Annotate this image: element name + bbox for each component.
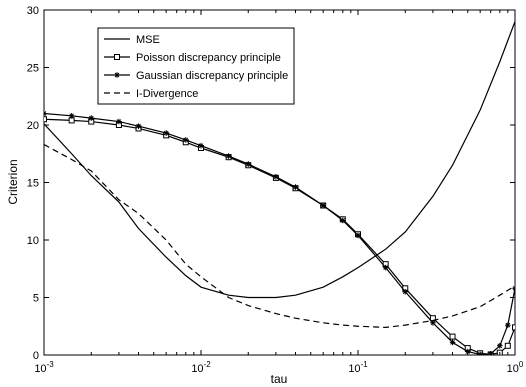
x-tick-label: 100	[507, 360, 524, 375]
data-point	[198, 142, 204, 149]
legend-box	[97, 27, 295, 105]
legend-marker	[114, 72, 120, 78]
data-point	[116, 118, 122, 125]
data-point	[182, 137, 189, 143]
legend: MSE Poisson discrepancy principle Gaussian…	[97, 27, 295, 105]
data-point	[163, 130, 169, 136]
data-point	[88, 115, 95, 121]
data-point	[382, 264, 389, 271]
x-tick-label: 10-2	[191, 360, 211, 375]
data-point	[512, 324, 515, 331]
series-line	[44, 21, 515, 299]
data-point	[44, 116, 47, 123]
data-point	[135, 123, 142, 129]
data-point	[225, 153, 232, 159]
y-tick-label: 25	[27, 63, 39, 75]
data-point	[292, 184, 299, 190]
data-point	[430, 320, 436, 326]
legend-label: I-Divergence	[136, 88, 198, 100]
data-point	[464, 348, 471, 355]
data-point	[245, 161, 252, 167]
data-point	[320, 202, 326, 209]
y-tick-label: 30	[27, 5, 39, 17]
data-point	[449, 339, 456, 346]
y-tick-label: 5	[33, 293, 39, 305]
data-point	[68, 113, 75, 119]
data-point	[505, 322, 511, 328]
data-point	[496, 343, 503, 349]
y-axis-label: Criterion	[6, 159, 20, 204]
x-tick-label: 10-1	[348, 360, 368, 375]
legend-label: Poisson discrepancy principle	[136, 52, 281, 64]
series-line	[44, 144, 515, 329]
series-0	[44, 21, 515, 299]
data-point	[512, 285, 515, 292]
x-axis-label: tau	[271, 372, 288, 386]
series-3	[44, 144, 515, 329]
y-tick-label: 15	[27, 178, 39, 190]
y-tick-label: 20	[27, 120, 39, 132]
data-point	[339, 217, 346, 224]
data-point	[68, 117, 75, 124]
legend-marker	[114, 54, 120, 60]
data-point	[273, 173, 279, 180]
data-point	[355, 232, 361, 239]
data-point	[402, 288, 409, 295]
data-point	[449, 333, 456, 340]
data-point	[44, 110, 47, 117]
y-tick-label: 0	[33, 350, 39, 362]
legend-label: MSE	[136, 34, 160, 46]
y-tick-label: 10	[27, 235, 39, 247]
legend-label: Gaussian discrepancy principle	[136, 70, 288, 82]
ticks-layer: 10-3 10-2 10-1 100 0 5 10 15 20 25 30	[27, 5, 524, 375]
x-tick-label: 10-3	[34, 360, 54, 375]
data-point	[504, 342, 511, 349]
